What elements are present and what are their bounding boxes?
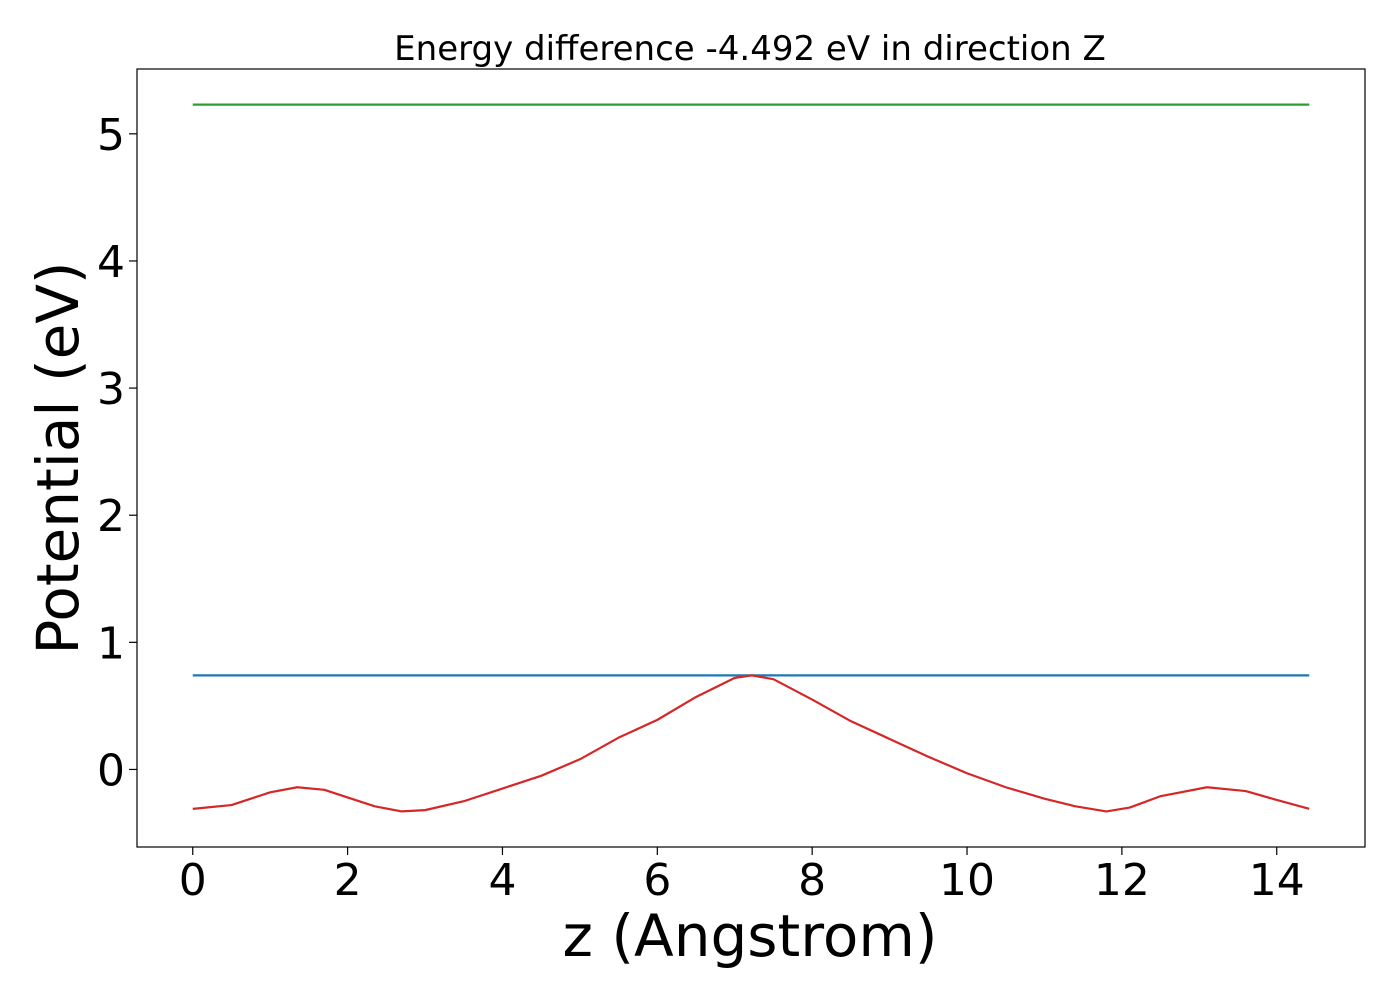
y-tick-label: 5 [97, 110, 125, 161]
y-tick-label: 3 [97, 364, 125, 415]
plot-frame [136, 68, 1366, 848]
x-tick-label: 6 [643, 855, 671, 906]
series-line-2 [192, 674, 1310, 813]
x-axis-label: z (Angstrom) [563, 902, 938, 970]
y-axis-ticks: 0 1 2 3 4 5 [97, 110, 137, 796]
x-tick-label: 4 [488, 855, 516, 906]
y-tick-label: 4 [97, 237, 125, 288]
x-tick-label: 14 [1249, 855, 1305, 906]
x-tick-label: 8 [798, 855, 826, 906]
x-tick-label: 2 [334, 855, 362, 906]
x-tick-label: 12 [1094, 855, 1150, 906]
y-tick-label: 0 [97, 745, 125, 796]
x-tick-label: 10 [939, 855, 995, 906]
y-tick-label: 2 [97, 491, 125, 542]
x-tick-label: 0 [179, 855, 207, 906]
plot-lines [192, 103, 1310, 813]
chart-title: Energy difference -4.492 eV in direction… [394, 29, 1106, 69]
y-axis-label: Potential (eV) [24, 261, 92, 654]
x-axis-ticks: 0 2 4 6 8 10 12 14 [179, 847, 1305, 906]
y-tick-label: 1 [97, 618, 125, 669]
